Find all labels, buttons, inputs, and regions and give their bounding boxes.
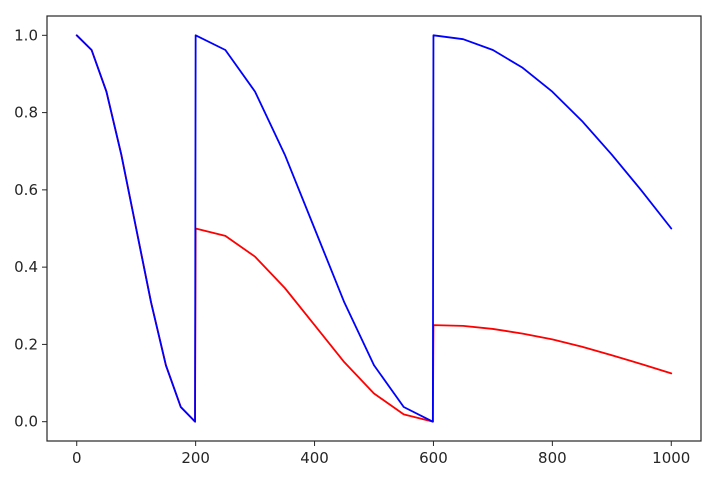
- y-tick-label: 0.2: [14, 335, 38, 353]
- x-tick-label: 600: [419, 449, 448, 467]
- series-line-blue: [75, 34, 673, 423]
- x-tick-label: 1000: [652, 449, 690, 467]
- x-axis: 0 200 400 600 800 1000: [72, 441, 690, 467]
- x-tick-label: 200: [181, 449, 210, 467]
- y-tick-label: 0.6: [14, 181, 38, 199]
- y-axis: 0.0 0.2 0.4 0.6 0.8 1.0: [14, 26, 47, 431]
- y-tick-label: 0.8: [14, 104, 38, 122]
- x-tick-label: 0: [72, 449, 82, 467]
- plot-area-frame: [46, 15, 702, 442]
- y-tick-label: 1.0: [14, 26, 38, 44]
- y-tick-label: 0.4: [14, 258, 38, 276]
- x-tick-label: 400: [300, 449, 329, 467]
- series-layer: [75, 34, 673, 423]
- x-tick-label: 800: [538, 449, 567, 467]
- y-tick-label: 0.0: [14, 413, 38, 431]
